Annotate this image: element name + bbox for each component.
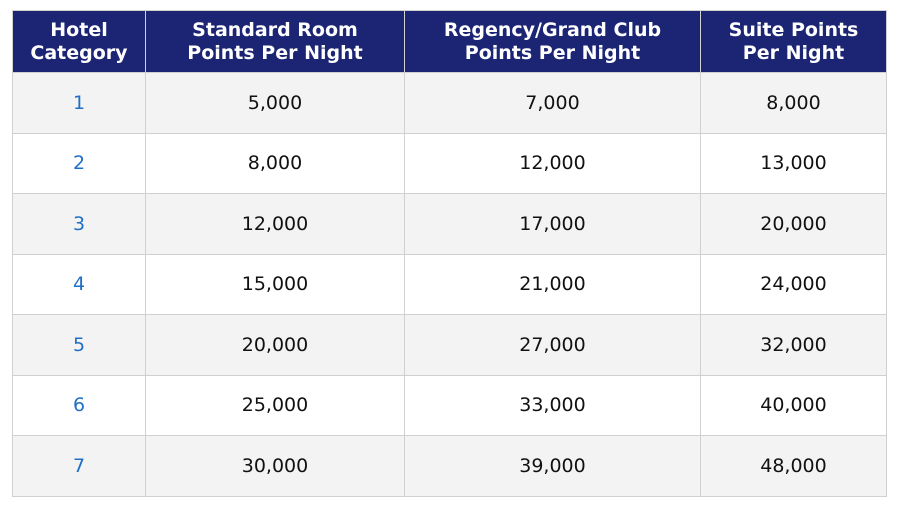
points-cell: 40,000 <box>700 374 887 436</box>
points-cell: 33,000 <box>404 374 701 436</box>
header-text: Per Night <box>742 41 845 64</box>
category-cell: 4 <box>12 253 146 315</box>
header-text: Suite Points <box>728 18 859 41</box>
points-cell: 8,000 <box>700 72 887 134</box>
points-cell: 20,000 <box>700 193 887 255</box>
points-cell: 39,000 <box>404 435 701 497</box>
points-cell: 48,000 <box>700 435 887 497</box>
header-text: Category <box>30 41 128 64</box>
points-cell: 17,000 <box>404 193 701 255</box>
points-cell: 24,000 <box>700 253 887 315</box>
table-header: Hotel Category Standard Room Points Per Nig… <box>12 10 887 73</box>
points-cell: 32,000 <box>700 314 887 376</box>
table-row: 2 8,000 12,000 13,000 <box>12 132 887 194</box>
header-cell: Hotel Category <box>12 10 146 73</box>
header-text: Hotel <box>50 18 108 41</box>
header-text: Regency/Grand Club <box>443 18 662 41</box>
points-cell: 12,000 <box>145 193 405 255</box>
header-text: Points Per Night <box>187 41 363 64</box>
category-cell: 5 <box>12 314 146 376</box>
points-cell: 12,000 <box>404 132 701 194</box>
points-cell: 8,000 <box>145 132 405 194</box>
header-cell: Suite Points Per Night <box>700 10 887 73</box>
points-cell: 20,000 <box>145 314 405 376</box>
points-cell: 21,000 <box>404 253 701 315</box>
table-row: 5 20,000 27,000 32,000 <box>12 314 887 376</box>
points-cell: 7,000 <box>404 72 701 134</box>
header-cell: Standard Room Points Per Night <box>145 10 405 73</box>
table-row: 7 30,000 39,000 48,000 <box>12 435 887 497</box>
header-text: Standard Room <box>192 18 358 41</box>
table-row: 6 25,000 33,000 40,000 <box>12 374 887 436</box>
table-row: 1 5,000 7,000 8,000 <box>12 72 887 134</box>
header-cell: Regency/Grand Club Points Per Night <box>404 10 701 73</box>
category-cell: 3 <box>12 193 146 255</box>
category-cell: 6 <box>12 374 146 436</box>
header-row: Hotel Category Standard Room Points Per Nig… <box>12 10 887 73</box>
header-text: Points Per Night <box>464 41 641 64</box>
points-cell: 15,000 <box>145 253 405 315</box>
category-cell: 2 <box>12 132 146 194</box>
points-table: Hotel Category Standard Room Points Per Nig… <box>12 10 887 497</box>
table-row: 4 15,000 21,000 24,000 <box>12 253 887 315</box>
points-cell: 27,000 <box>404 314 701 376</box>
table-row: 3 12,000 17,000 20,000 <box>12 193 887 255</box>
category-cell: 1 <box>12 72 146 134</box>
points-cell: 30,000 <box>145 435 405 497</box>
table-body: 1 5,000 7,000 8,000 2 8,000 12,000 13,000 3 12,00… <box>12 72 887 497</box>
category-cell: 7 <box>12 435 146 497</box>
points-cell: 5,000 <box>145 72 405 134</box>
points-cell: 25,000 <box>145 374 405 436</box>
points-cell: 13,000 <box>700 132 887 194</box>
